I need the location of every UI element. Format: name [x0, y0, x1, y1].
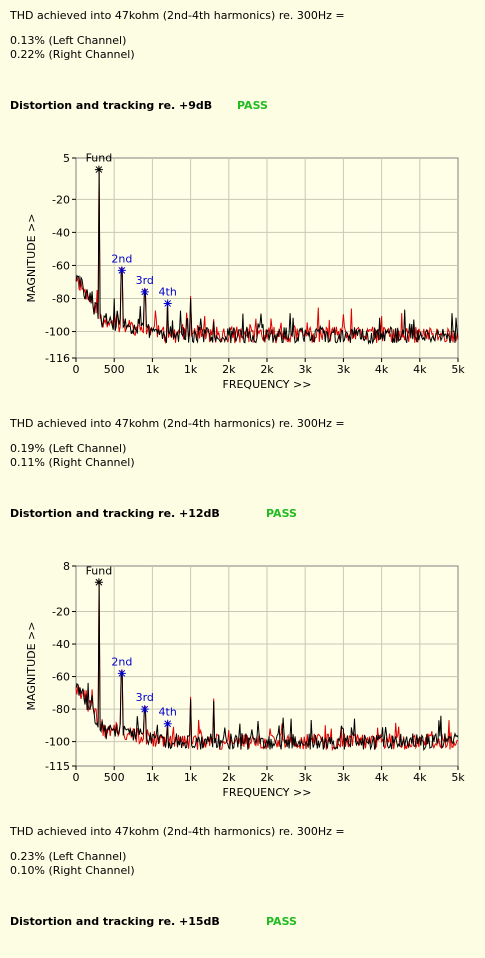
harmonic-marker-label: 2nd — [111, 252, 132, 265]
y-tick-label: -60 — [52, 671, 70, 684]
x-tick-label: 1k — [184, 771, 198, 784]
x-tick-label: 2k — [260, 363, 274, 376]
thd-left-channel: 0.19% (Left Channel) — [10, 442, 127, 455]
harmonic-marker — [140, 287, 149, 296]
thd-right-channel: 0.10% (Right Channel) — [10, 864, 135, 877]
spectrum-trace-red — [75, 579, 459, 752]
harmonic-marker-label: 4th — [159, 285, 177, 298]
x-tick-label: 2k — [260, 771, 274, 784]
harmonic-marker-label: Fund — [86, 564, 113, 577]
harmonic-marker — [117, 266, 126, 275]
x-tick-label: 2k — [222, 771, 236, 784]
harmonic-marker — [117, 669, 126, 678]
x-tick-label: 3k — [299, 363, 313, 376]
y-tick-label: -116 — [45, 352, 70, 365]
harmonic-marker — [94, 578, 103, 587]
pass-status: PASS — [266, 507, 297, 520]
x-tick-label: 4k — [413, 771, 427, 784]
x-tick-label: 3k — [337, 771, 351, 784]
spectrum-chart: 0 500 1k 1k 2k 2k 3k 3k 4k 4k 5k 8 -20 -40 -60 -80 -100 -… — [25, 560, 465, 799]
thd-title: THD achieved into 47kohm (2nd-4th harmon… — [10, 825, 345, 838]
thd-title: THD achieved into 47kohm (2nd-4th harmon… — [10, 9, 345, 22]
y-tick-label: -20 — [52, 606, 70, 619]
x-tick-label: 5k — [451, 771, 465, 784]
x-tick-label: 500 — [104, 771, 125, 784]
harmonic-marker-label: 3rd — [136, 274, 154, 287]
harmonic-marker — [163, 719, 172, 728]
spectrum-chart: 0 500 1k 1k 2k 2k 3k 3k 4k 4k 5k 5 -20 -40 -60 -80 -100 -… — [25, 152, 465, 391]
y-tick-label: -115 — [45, 760, 70, 773]
y-axis-label: MAGNITUDE >> — [25, 214, 38, 303]
thd-left-channel: 0.23% (Left Channel) — [10, 850, 127, 863]
distortion-heading: Distortion and tracking re. +9dB — [10, 99, 213, 112]
x-tick-label: 2k — [222, 363, 236, 376]
harmonic-marker-label: 4th — [159, 706, 177, 719]
x-tick-label: 1k — [146, 771, 160, 784]
y-tick-label: -60 — [52, 259, 70, 272]
thd-left-channel: 0.13% (Left Channel) — [10, 34, 127, 47]
x-tick-label: 3k — [337, 363, 351, 376]
harmonic-marker — [140, 705, 149, 714]
x-axis-label: FREQUENCY >> — [223, 378, 312, 391]
y-tick-label: -100 — [45, 326, 70, 339]
harmonic-marker — [94, 165, 103, 174]
thd-right-channel: 0.11% (Right Channel) — [10, 456, 135, 469]
harmonic-marker — [163, 299, 172, 308]
y-tick-label: 8 — [63, 560, 70, 573]
y-tick-label: -80 — [52, 292, 70, 305]
y-tick-label: -40 — [52, 638, 70, 651]
x-tick-label: 5k — [451, 363, 465, 376]
spectrum-trace-black — [75, 169, 459, 345]
pass-status: PASS — [266, 915, 297, 928]
spectrum-trace-red — [75, 167, 459, 345]
y-tick-label: -80 — [52, 703, 70, 716]
x-axis-label: FREQUENCY >> — [223, 786, 312, 799]
harmonic-marker-label: 3rd — [136, 691, 154, 704]
x-tick-label: 4k — [413, 363, 427, 376]
thd-right-channel: 0.22% (Right Channel) — [10, 48, 135, 61]
spectrum-trace-black — [75, 582, 459, 752]
x-tick-label: 500 — [104, 363, 125, 376]
x-tick-label: 4k — [375, 363, 389, 376]
thd-title: THD achieved into 47kohm (2nd-4th harmon… — [10, 417, 345, 430]
y-tick-label: -20 — [52, 193, 70, 206]
y-tick-label: -100 — [45, 736, 70, 749]
y-axis-label: MAGNITUDE >> — [25, 622, 38, 711]
y-tick-label: -40 — [52, 226, 70, 239]
x-tick-label: 1k — [184, 363, 198, 376]
x-tick-label: 1k — [146, 363, 160, 376]
x-tick-label: 3k — [299, 771, 313, 784]
pass-status: PASS — [237, 99, 268, 112]
distortion-heading: Distortion and tracking re. +12dB — [10, 507, 220, 520]
x-tick-label: 0 — [73, 771, 80, 784]
harmonic-marker-label: 2nd — [111, 655, 132, 668]
harmonic-marker-label: Fund — [86, 152, 113, 165]
distortion-heading: Distortion and tracking re. +15dB — [10, 915, 220, 928]
x-tick-label: 0 — [73, 363, 80, 376]
x-tick-label: 4k — [375, 771, 389, 784]
y-tick-label: 5 — [63, 152, 70, 165]
